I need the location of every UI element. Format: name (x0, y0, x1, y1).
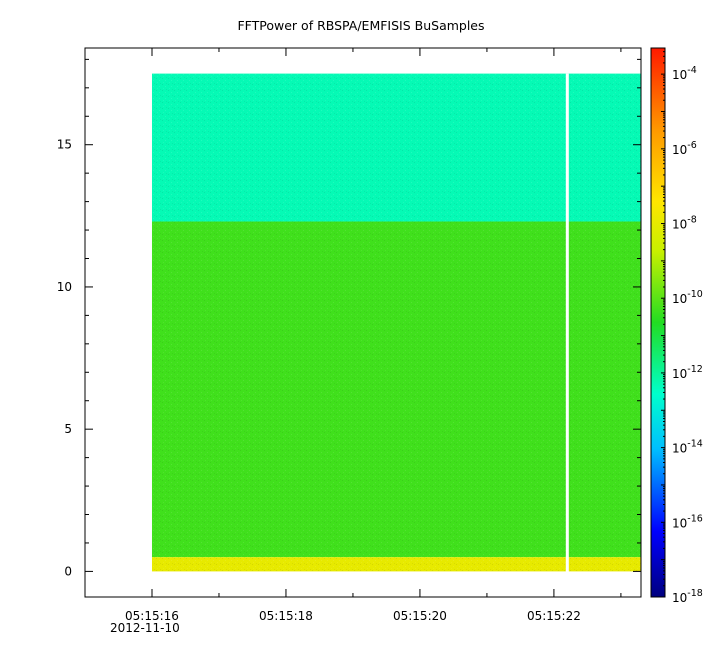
x-tick-label: 05:15:18 (259, 609, 313, 623)
colorbar (650, 47, 666, 598)
colorbar-tick-label: 10-18 (672, 588, 703, 605)
colorbar-tick-label: 10-6 (672, 140, 697, 157)
colorbar-axis: 10-18 10-16 10-14 10-12 10-10 10-8 10-6 10-4 (661, 47, 703, 605)
y-tick-label: 5 (64, 422, 72, 436)
x-tick-label: 05:15:22 (527, 609, 581, 623)
colorbar-tick-label: 10-14 (672, 439, 703, 456)
x-tick-label: 05:15:20 (393, 609, 447, 623)
chart-title: FFTPower of RBSPA/EMFISIS BuSamples (237, 18, 484, 33)
plot-area (151, 73, 641, 573)
colorbar-tick-label: 10-8 (672, 215, 697, 232)
spectrogram-texture (151, 73, 641, 572)
y-axis: 0 5 10 15 (57, 58, 641, 578)
y-tick-label: 15 (57, 138, 72, 152)
x-axis: 05:15:16 05:15:18 05:15:20 05:15:22 (84, 48, 622, 623)
x-tick-label: 05:15:16 (125, 609, 179, 623)
colorbar-tick-label: 10-4 (672, 65, 697, 82)
colorbar-tick-label: 10-16 (672, 513, 703, 530)
data-gap (565, 73, 569, 573)
y-tick-label: 10 (57, 280, 72, 294)
y-tick-label: 0 (64, 564, 72, 578)
plot-frame (84, 47, 642, 598)
x-date-label: 2012-11-10 (110, 621, 180, 635)
colorbar-tick-label: 10-12 (672, 364, 703, 381)
colorbar-tick-label: 10-10 (672, 289, 703, 306)
